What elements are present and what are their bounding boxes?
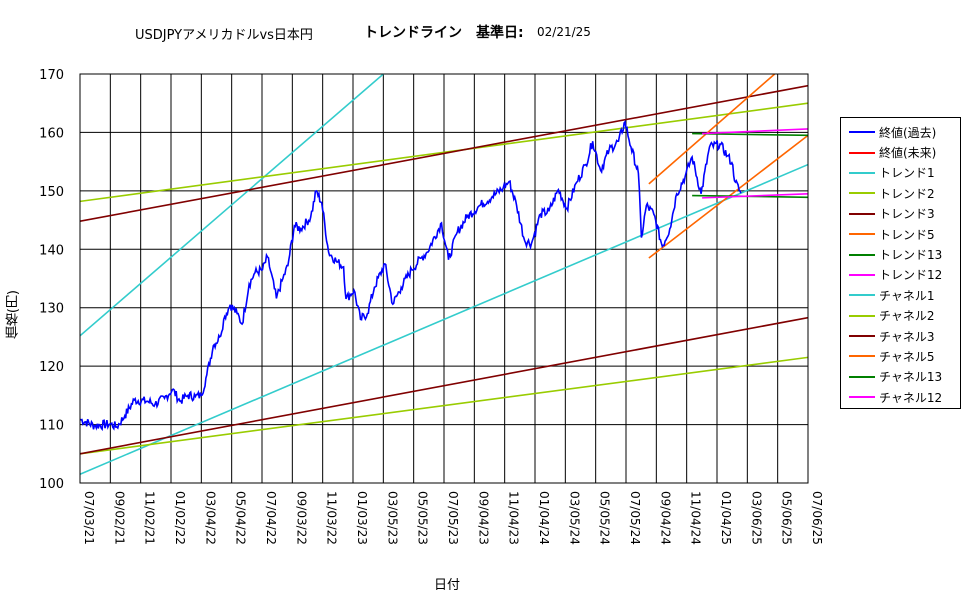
legend-item: トレンド12 bbox=[849, 265, 960, 285]
legend-label: チャネル5 bbox=[879, 349, 935, 364]
legend-swatch bbox=[849, 273, 875, 276]
x-tick-label: 01/03/23 bbox=[355, 491, 369, 545]
legend-label: トレンド2 bbox=[879, 186, 935, 201]
x-tick-label: 09/04/23 bbox=[476, 491, 490, 545]
legend-label: 終値(未来) bbox=[879, 146, 937, 161]
x-axis-label: 日付 bbox=[434, 578, 461, 593]
y-tick-label: 160 bbox=[39, 126, 64, 141]
x-tick-label: 05/05/23 bbox=[416, 491, 430, 545]
legend-label: トレンド5 bbox=[879, 227, 935, 242]
x-tick-label: 03/06/25 bbox=[749, 491, 763, 545]
legend-item: チャネル12 bbox=[849, 387, 960, 407]
x-tick-label: 11/04/24 bbox=[689, 491, 703, 545]
y-tick-label: 150 bbox=[39, 185, 64, 200]
y-tick-label: 170 bbox=[39, 68, 64, 83]
legend-swatch bbox=[849, 355, 875, 358]
trend-line bbox=[80, 316, 808, 455]
legend-item: トレンド5 bbox=[849, 224, 960, 244]
x-tick-label: 01/04/24 bbox=[537, 491, 551, 545]
x-tick-label: 07/04/22 bbox=[264, 491, 278, 545]
legend-label: トレンド3 bbox=[879, 207, 935, 222]
x-tick-label: 07/03/21 bbox=[82, 491, 96, 545]
chart-base-date: 02/21/25 bbox=[537, 25, 591, 39]
chart-title: USDJPYアメリカドルvs日本円 bbox=[135, 28, 313, 43]
x-tick-label: 09/04/24 bbox=[658, 491, 672, 545]
x-tick-label: 09/03/22 bbox=[294, 491, 308, 545]
legend-item: チャネル5 bbox=[849, 346, 960, 366]
x-tick-label: 03/04/22 bbox=[203, 491, 217, 545]
x-tick-label: 07/06/25 bbox=[810, 491, 824, 545]
trend-line bbox=[80, 74, 384, 337]
legend-swatch bbox=[849, 192, 875, 195]
x-tick-label: 11/03/22 bbox=[325, 491, 339, 545]
legend-swatch bbox=[849, 335, 875, 338]
legend-swatch bbox=[849, 396, 875, 399]
legend-item: チャネル3 bbox=[849, 326, 960, 346]
trend-line bbox=[648, 74, 776, 185]
legend-label: 終値(過去) bbox=[879, 125, 937, 140]
legend-label: トレンド12 bbox=[879, 268, 943, 283]
legend-label: チャネル2 bbox=[879, 309, 935, 324]
legend-item: 終値(未来) bbox=[849, 142, 960, 162]
x-tick-label: 05/04/22 bbox=[234, 491, 248, 545]
legend-label: チャネル1 bbox=[879, 288, 935, 303]
legend: 終値(過去) 終値(未来) トレンド1 トレンド2 トレンド3 トレンド5 トレンド13 トレ… bbox=[840, 117, 961, 409]
legend-label: トレンド1 bbox=[879, 166, 935, 181]
legend-item: チャネル1 bbox=[849, 285, 960, 305]
trend-line bbox=[80, 102, 808, 203]
legend-label: トレンド13 bbox=[879, 248, 943, 263]
legend-swatch bbox=[849, 233, 875, 236]
legend-swatch bbox=[849, 294, 875, 297]
trend-line bbox=[80, 84, 808, 223]
legend-label: チャネル12 bbox=[879, 390, 943, 405]
y-tick-label: 140 bbox=[39, 243, 64, 258]
legend-item: トレンド13 bbox=[849, 244, 960, 264]
y-tick-label: 130 bbox=[39, 302, 64, 317]
x-tick-label: 01/02/22 bbox=[173, 491, 187, 545]
legend-item: トレンド3 bbox=[849, 204, 960, 224]
legend-item: トレンド1 bbox=[849, 163, 960, 183]
x-tick-label: 05/06/25 bbox=[780, 491, 794, 545]
legend-swatch bbox=[849, 314, 875, 317]
legend-swatch bbox=[849, 212, 875, 215]
x-tick-label: 11/04/23 bbox=[507, 491, 521, 545]
legend-label: チャネル3 bbox=[879, 329, 935, 344]
x-tick-label: 01/04/25 bbox=[719, 491, 733, 545]
x-tick-label: 05/05/24 bbox=[598, 491, 612, 545]
x-tick-label: 03/05/24 bbox=[567, 491, 581, 545]
x-tick-label: 07/05/23 bbox=[446, 491, 460, 545]
legend-swatch bbox=[849, 131, 875, 134]
legend-item: トレンド2 bbox=[849, 183, 960, 203]
legend-swatch bbox=[849, 171, 875, 174]
legend-label: チャネル13 bbox=[879, 370, 943, 385]
legend-swatch bbox=[849, 151, 875, 154]
trend-line bbox=[80, 356, 808, 455]
trend-line bbox=[702, 192, 808, 199]
plot-border bbox=[79, 73, 809, 484]
x-tick-label: 07/05/24 bbox=[628, 491, 642, 545]
legend-swatch bbox=[849, 253, 875, 256]
y-tick-label: 120 bbox=[39, 360, 64, 375]
legend-item: チャネル2 bbox=[849, 306, 960, 326]
legend-item: 終値(過去) bbox=[849, 122, 960, 142]
legend-item: チャネル13 bbox=[849, 367, 960, 387]
chart-subtitle: トレンドライン 基準日: bbox=[364, 25, 524, 41]
y-tick-label: 100 bbox=[39, 477, 64, 492]
price-series-line bbox=[80, 120, 742, 432]
trend-line bbox=[702, 128, 808, 135]
y-tick-label: 110 bbox=[39, 419, 64, 434]
legend-swatch bbox=[849, 375, 875, 378]
x-tick-label: 03/05/23 bbox=[385, 491, 399, 545]
x-tick-label: 09/02/21 bbox=[112, 491, 126, 545]
x-tick-label: 11/02/21 bbox=[143, 491, 157, 545]
trend-line bbox=[80, 163, 808, 475]
